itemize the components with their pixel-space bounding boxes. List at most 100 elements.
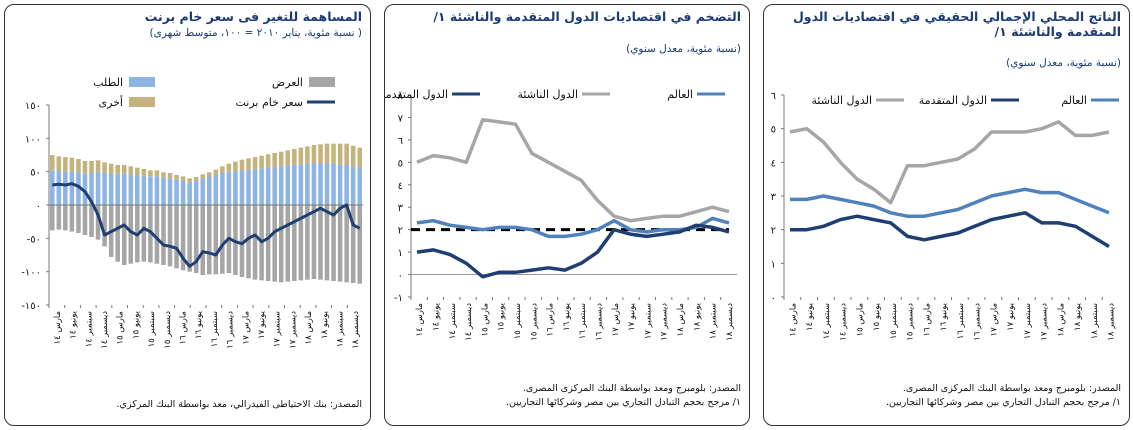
other-bar — [115, 165, 120, 175]
world-line — [416, 216, 730, 239]
x-tick-label: ديسمبر ١٥ — [529, 303, 539, 341]
other-bar — [337, 143, 343, 165]
other-bar — [180, 176, 186, 181]
x-tick-label: ديسمبر ١٥ — [163, 311, 173, 349]
demand-bar — [128, 174, 134, 205]
x-tick-label: مارس ١٥ — [116, 311, 126, 344]
world-line — [790, 187, 1110, 218]
supply-bar — [298, 205, 304, 281]
supply-bar — [121, 205, 127, 265]
demand-bar — [200, 178, 205, 205]
x-tick-label: مارس ١٧ — [989, 303, 999, 336]
demand-bar — [213, 175, 219, 205]
gdp-chart: ٦ ٥ ٤ ٣ ٢ ١ ٠ مارس ١٤ يونيو ١٤ سبتمبر ١٤ ديسمبر ١٤… — [771, 91, 1119, 341]
panel-source: المصدر: بنك الاحتياطى الفيدرالي، معد بوا… — [116, 399, 363, 410]
demand-bar — [82, 173, 88, 205]
y-tick-label: ٦ — [771, 91, 776, 102]
x-tick-label: ديسمبر ١٤ — [464, 303, 474, 341]
supply-bar — [154, 205, 160, 264]
y-tick-label: ٢ — [398, 226, 403, 237]
demand-bar — [193, 181, 199, 205]
x-tick-label: يونيو ١٦ — [194, 310, 204, 339]
demand-bar — [180, 181, 186, 205]
demand-bar — [56, 171, 62, 205]
other-bar — [148, 170, 153, 177]
other-bar — [324, 143, 330, 163]
supply-bar — [180, 205, 186, 271]
other-bar — [128, 166, 134, 175]
gdp-panel: الناتج المحلي الإجمالي الحقيقي في اقتصاد… — [763, 4, 1130, 426]
demand-bar — [318, 163, 323, 205]
supply-bar — [272, 205, 277, 282]
other-bar — [318, 144, 323, 163]
x-tick-label: ديسمبر ١٧ — [660, 303, 670, 341]
y-tick-label: ٥ — [771, 125, 776, 136]
x-tick-label: ديسمبر ١٦ — [594, 303, 604, 341]
demand-bar — [305, 163, 310, 205]
supply-bar — [56, 205, 62, 230]
demand-bar — [115, 174, 120, 205]
demand-bar — [154, 176, 160, 205]
legend-demand-label: الطلب — [93, 76, 123, 89]
x-tick-label: مارس ١٦ — [922, 303, 932, 336]
demand-bar — [285, 165, 291, 205]
y-tick-label: ٣ — [398, 203, 404, 214]
y-tick-label: ١٠٠ — [25, 134, 41, 145]
other-bar — [331, 143, 336, 164]
supply-bar — [207, 205, 212, 275]
x-tick-label: يونيو ١٥ — [497, 302, 507, 331]
legend-world-label: العالم — [667, 88, 693, 101]
x-tick-label: سبتمبر ١٥ — [513, 303, 523, 339]
supply-bar — [187, 205, 192, 272]
supply-bar — [128, 205, 134, 264]
demand-bar — [259, 168, 264, 205]
brent-line — [52, 182, 361, 268]
x-tick-label: سبتمبر ١٧ — [643, 303, 653, 339]
x-tick-label: ديسمبر ١٦ — [973, 303, 983, 341]
panel-title: المساهمة للتغير فى سعر خام برنت — [144, 9, 362, 24]
panel-subtitle: (نسبة مئوية، معدل سنوي) — [626, 43, 741, 55]
y-tick-label: ٥٠ — [30, 168, 41, 179]
other-bar — [161, 172, 166, 178]
other-bar — [193, 177, 199, 181]
demand-bar — [89, 173, 94, 205]
legend-supply-label: العرض — [272, 76, 303, 89]
demand-bar — [148, 176, 153, 205]
supply-bar — [265, 205, 271, 281]
panel-note: ١/ مرجح بحجم التبادل التجاري بين مصر وشر… — [886, 397, 1121, 408]
x-tick-label: سبتمبر ١٨ — [1090, 303, 1100, 339]
other-bar — [285, 150, 291, 166]
demand-bar — [331, 163, 336, 205]
demand-bar — [311, 163, 317, 205]
legend-demand-swatch — [129, 77, 155, 87]
other-bar — [298, 147, 304, 165]
supply-bar — [357, 205, 362, 284]
other-bar — [121, 165, 127, 174]
supply-bar — [252, 205, 258, 280]
demand-bar — [292, 165, 297, 205]
x-tick-label: مارس ١٤ — [53, 311, 63, 344]
x-tick-label: يونيو ١٤ — [805, 302, 815, 331]
x-tick-label: يونيو ١٨ — [320, 310, 330, 339]
x-tick-label: مارس ١٨ — [1056, 303, 1066, 336]
x-tick-label: ديسمبر ١٤ — [839, 303, 849, 341]
supply-bar — [82, 205, 88, 235]
supply-bar — [161, 205, 166, 265]
x-tick-label: ديسمبر ١٨ — [1107, 303, 1117, 341]
y-tick-label: ٠ — [36, 201, 41, 212]
other-bar — [135, 167, 140, 175]
other-bar — [102, 162, 107, 173]
y-tick-label: ٤ — [398, 181, 403, 192]
demand-bar — [108, 173, 114, 205]
demand-bar — [167, 178, 173, 205]
other-bar — [154, 170, 160, 177]
x-tick-label: مارس ١٦ — [546, 303, 556, 336]
panel-title: التضخم في اقتصاديات الدول المتقدمة والنا… — [433, 9, 741, 24]
advanced-line — [790, 211, 1110, 248]
y-tick-label: ١٥٠ — [25, 101, 41, 112]
other-bar — [50, 155, 55, 171]
legend-other-swatch — [129, 97, 155, 107]
x-tick-label: سبتمبر ١٤ — [822, 303, 832, 339]
legend-other-label: أخرى — [98, 95, 123, 109]
demand-bar — [207, 177, 212, 205]
